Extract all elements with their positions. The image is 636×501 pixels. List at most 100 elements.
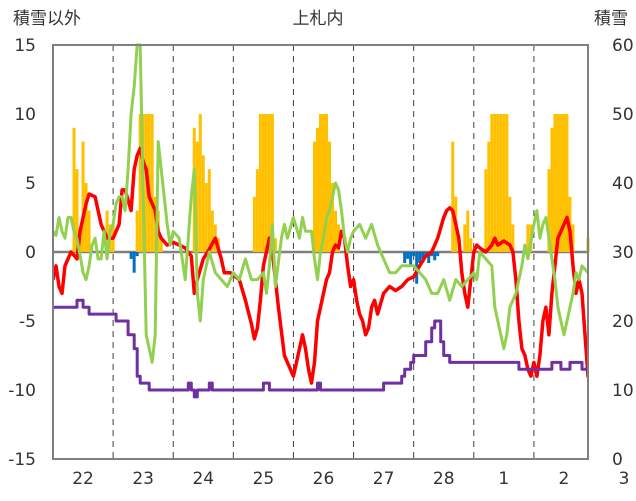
- orange-bar: [571, 224, 575, 252]
- orange-bar: [135, 210, 139, 252]
- orange-bar: [72, 127, 76, 252]
- orange-bar: [84, 183, 88, 252]
- right-tick-label: 0: [612, 450, 623, 470]
- blue-bar: [132, 252, 136, 273]
- orange-bar: [319, 114, 322, 252]
- orange-bar: [267, 114, 271, 252]
- orange-bar: [499, 114, 503, 252]
- orange-bar: [204, 183, 208, 252]
- orange-bar: [505, 114, 509, 252]
- x-tick-label: 3: [619, 469, 630, 489]
- orange-bar: [207, 169, 211, 252]
- purple-series-line: [53, 298, 588, 399]
- orange-bar: [312, 141, 316, 252]
- x-tick-label: 26: [313, 469, 335, 489]
- orange-bar: [273, 238, 277, 252]
- orange-bar: [81, 141, 85, 252]
- green-series-line: [53, 43, 588, 364]
- orange-bar: [451, 141, 455, 252]
- orange-bar: [484, 169, 488, 252]
- left-tick-label: -10: [8, 381, 36, 401]
- orange-bar: [270, 114, 274, 252]
- orange-bar: [550, 127, 554, 252]
- orange-bar: [264, 114, 268, 252]
- orange-bar: [487, 141, 491, 252]
- left-axis-label: 積雪以外: [13, 9, 81, 29]
- blue-bar: [433, 252, 437, 261]
- left-tick-label: 10: [14, 105, 36, 125]
- x-tick-label: 1: [498, 469, 509, 489]
- orange-bar: [466, 210, 470, 252]
- orange-bar: [258, 114, 262, 252]
- blue-bar: [409, 252, 413, 266]
- left-tick-label: -5: [19, 312, 36, 332]
- blue-bar: [427, 252, 431, 264]
- blue-bar: [436, 252, 440, 257]
- x-tick-label: 27: [373, 469, 395, 489]
- x-tick-label: 24: [192, 469, 214, 489]
- blue-bar: [421, 252, 425, 259]
- orange-bar: [105, 210, 109, 252]
- orange-bar: [153, 196, 157, 252]
- left-tick-label: 15: [14, 36, 36, 56]
- x-tick-label: 22: [72, 469, 94, 489]
- left-tick-label: -15: [8, 450, 36, 470]
- orange-bar: [556, 114, 560, 252]
- orange-bar: [463, 224, 467, 252]
- orange-bar: [159, 238, 163, 252]
- left-tick-label: 0: [25, 243, 36, 263]
- x-tick-label: 23: [132, 469, 154, 489]
- lines-layer: [53, 43, 588, 399]
- orange-bar: [496, 114, 500, 252]
- chart-title: 上札内: [293, 9, 344, 29]
- right-tick-label: 20: [612, 312, 634, 332]
- orange-bar: [252, 196, 256, 252]
- orange-bar: [526, 224, 530, 252]
- blue-bar: [406, 252, 410, 259]
- orange-bar: [322, 114, 326, 252]
- x-tick-label: 25: [253, 469, 275, 489]
- orange-bar: [547, 169, 551, 252]
- blue-bar: [418, 252, 422, 264]
- orange-bar: [315, 127, 319, 252]
- orange-bar: [198, 114, 202, 252]
- left-tick-label: 5: [25, 174, 36, 194]
- plot-frame: [52, 44, 589, 460]
- orange-bar: [562, 114, 566, 252]
- plot-border: [52, 44, 589, 460]
- orange-bar: [469, 238, 473, 252]
- orange-bar: [559, 114, 563, 252]
- orange-bar: [325, 114, 329, 252]
- orange-bar: [150, 114, 154, 252]
- blue-bar: [403, 252, 407, 264]
- orange-bar: [210, 210, 214, 252]
- orange-bar: [553, 114, 557, 252]
- right-tick-label: 30: [612, 243, 634, 263]
- orange-bar: [490, 114, 494, 252]
- orange-bar: [328, 141, 332, 252]
- right-axis-label: 積雪: [594, 9, 628, 29]
- orange-bar: [508, 196, 512, 252]
- orange-bar: [511, 224, 515, 252]
- right-tick-label: 50: [612, 105, 634, 125]
- right-tick-label: 60: [612, 36, 634, 56]
- blue-bar: [129, 252, 133, 259]
- orange-bar: [138, 114, 142, 252]
- orange-bar: [261, 114, 265, 252]
- orange-bar: [195, 141, 199, 252]
- orange-bar: [502, 114, 506, 252]
- orange-bar: [334, 210, 338, 252]
- orange-bar: [201, 155, 205, 252]
- orange-bar: [331, 183, 335, 252]
- orange-bar: [493, 114, 497, 252]
- orange-bar: [87, 210, 91, 252]
- right-tick-label: 40: [612, 174, 634, 194]
- x-tick-label: 2: [559, 469, 570, 489]
- blue-bar: [135, 252, 139, 257]
- axis-text-layer: 積雪以外 上札内 積雪: [13, 9, 628, 29]
- orange-bar: [255, 169, 259, 252]
- x-tick-label: 28: [433, 469, 455, 489]
- right-tick-label: 10: [612, 381, 634, 401]
